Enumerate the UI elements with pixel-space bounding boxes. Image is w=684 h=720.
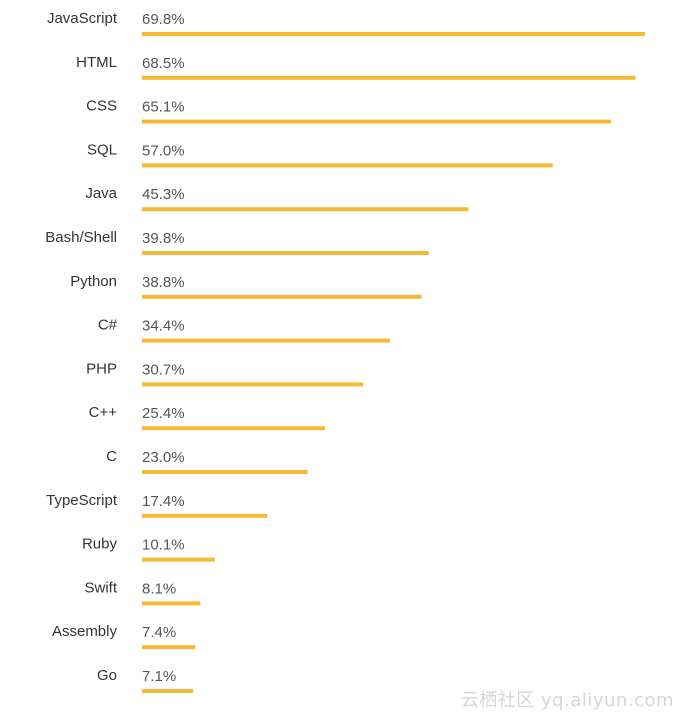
category-label: Python [70,273,117,290]
bar [142,426,326,431]
bar [142,338,390,343]
category-label: Ruby [82,536,118,553]
value-label: 23.0% [142,449,185,466]
bar [142,557,215,562]
bar [142,689,194,693]
category-label: Swift [84,579,117,596]
value-label: 30.7% [142,361,185,378]
bar [142,251,429,255]
bar [142,75,636,80]
value-label: 8.1% [142,580,176,597]
category-label: Go [97,667,117,684]
value-label: 57.0% [142,142,185,159]
value-label: 65.1% [142,99,185,116]
value-label: 69.8% [142,11,185,28]
bar [142,382,364,387]
value-label: 7.4% [142,624,176,641]
bar [142,601,201,606]
bar [142,645,196,650]
value-label: 68.5% [142,55,185,72]
category-label: SQL [87,141,117,158]
category-label: PHP [86,360,117,377]
value-label: 45.3% [142,186,185,203]
category-label: CSS [86,98,117,115]
category-label: C# [98,317,118,334]
chart-marks: JavaScript 69.8% HTML 68.5% CSS 65.1% SQL 57.0%… [45,10,645,693]
category-label: C [106,448,117,465]
value-label: 25.4% [142,405,185,422]
category-label: Java [85,185,117,202]
value-label: 17.4% [142,493,185,510]
watermark: 云栖社区 yq.aliyun.com [460,690,674,711]
category-label: Bash/Shell [45,229,117,246]
value-label: 7.1% [142,668,176,685]
bar [142,207,469,212]
category-label: JavaScript [47,10,118,27]
category-label: C++ [89,404,118,421]
category-label: HTML [76,54,117,71]
bar [142,294,422,299]
value-label: 34.4% [142,318,185,335]
category-label: Assembly [52,623,118,640]
bar [142,119,612,124]
bar [142,470,308,474]
bar [142,513,268,518]
bar [142,32,645,36]
value-label: 10.1% [142,537,185,554]
value-label: 38.8% [142,274,185,291]
bar [142,163,553,168]
category-label: TypeScript [46,492,118,509]
value-label: 39.8% [142,230,185,247]
